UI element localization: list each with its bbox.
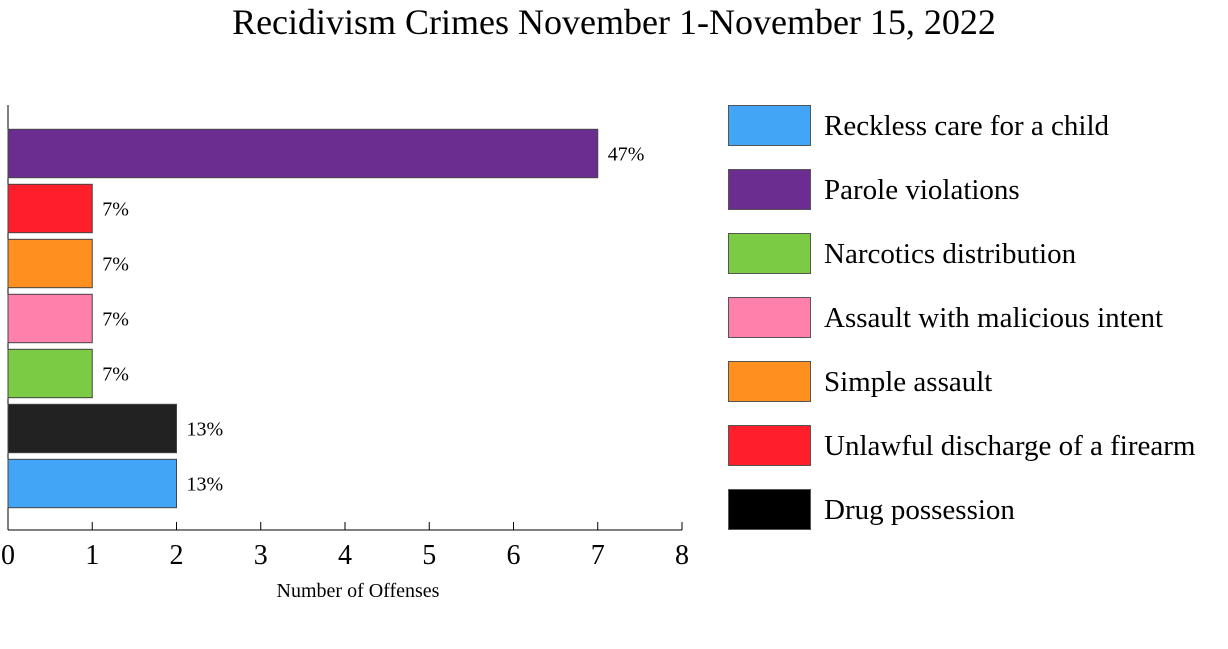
legend-item: Parole violations — [728, 169, 1228, 213]
legend-label: Unlawful discharge of a firearm — [824, 430, 1196, 462]
x-axis-label: Number of Offenses — [277, 580, 440, 602]
legend-swatch — [728, 361, 811, 402]
bar-data-label: 7% — [102, 364, 129, 386]
legend-label: Simple assault — [824, 366, 993, 398]
legend-label: Narcotics distribution — [824, 238, 1077, 270]
x-tick-label: 0 — [1, 540, 15, 571]
x-tick-label: 2 — [170, 540, 184, 571]
legend-item: Reckless care for a child — [728, 105, 1228, 149]
bar — [7, 403, 177, 454]
x-tick-label: 4 — [338, 540, 352, 571]
x-tick-label: 7 — [591, 540, 605, 571]
legend-swatch — [728, 489, 811, 530]
legend-label: Assault with malicious intent — [824, 302, 1164, 334]
bar-data-label: 7% — [102, 199, 129, 221]
bar-data-label: 47% — [608, 144, 645, 166]
legend-swatch — [728, 233, 811, 274]
legend-swatch — [728, 425, 811, 466]
x-tick-label: 1 — [85, 540, 99, 571]
x-tick-label: 6 — [507, 540, 521, 571]
legend-label: Reckless care for a child — [824, 110, 1110, 142]
legend-swatch — [728, 169, 811, 210]
bar-data-label: 7% — [102, 309, 129, 331]
x-tick-label: 5 — [422, 540, 436, 571]
x-tick-label: 3 — [254, 540, 268, 571]
legend-item: Narcotics distribution — [728, 233, 1228, 277]
legend-label: Parole violations — [824, 174, 1020, 206]
legend-item: Assault with malicious intent — [728, 297, 1228, 341]
chart-title: Recidivism Crimes November 1-November 15… — [232, 2, 996, 42]
bar — [7, 238, 93, 289]
legend-item: Unlawful discharge of a firearm — [728, 425, 1228, 469]
bar — [7, 458, 177, 509]
bar — [7, 128, 599, 179]
legend-label: Drug possession — [824, 494, 1015, 526]
bar-data-label: 13% — [187, 419, 224, 441]
legend-item: Simple assault — [728, 361, 1228, 405]
legend-item: Drug possession — [728, 489, 1228, 533]
bar-data-label: 7% — [102, 254, 129, 276]
bar — [7, 348, 93, 399]
bar — [7, 183, 93, 234]
bar-data-label: 13% — [187, 474, 224, 496]
bar — [7, 293, 93, 344]
legend-swatch — [728, 297, 811, 338]
x-tick-label: 8 — [675, 540, 689, 571]
legend-swatch — [728, 105, 811, 146]
